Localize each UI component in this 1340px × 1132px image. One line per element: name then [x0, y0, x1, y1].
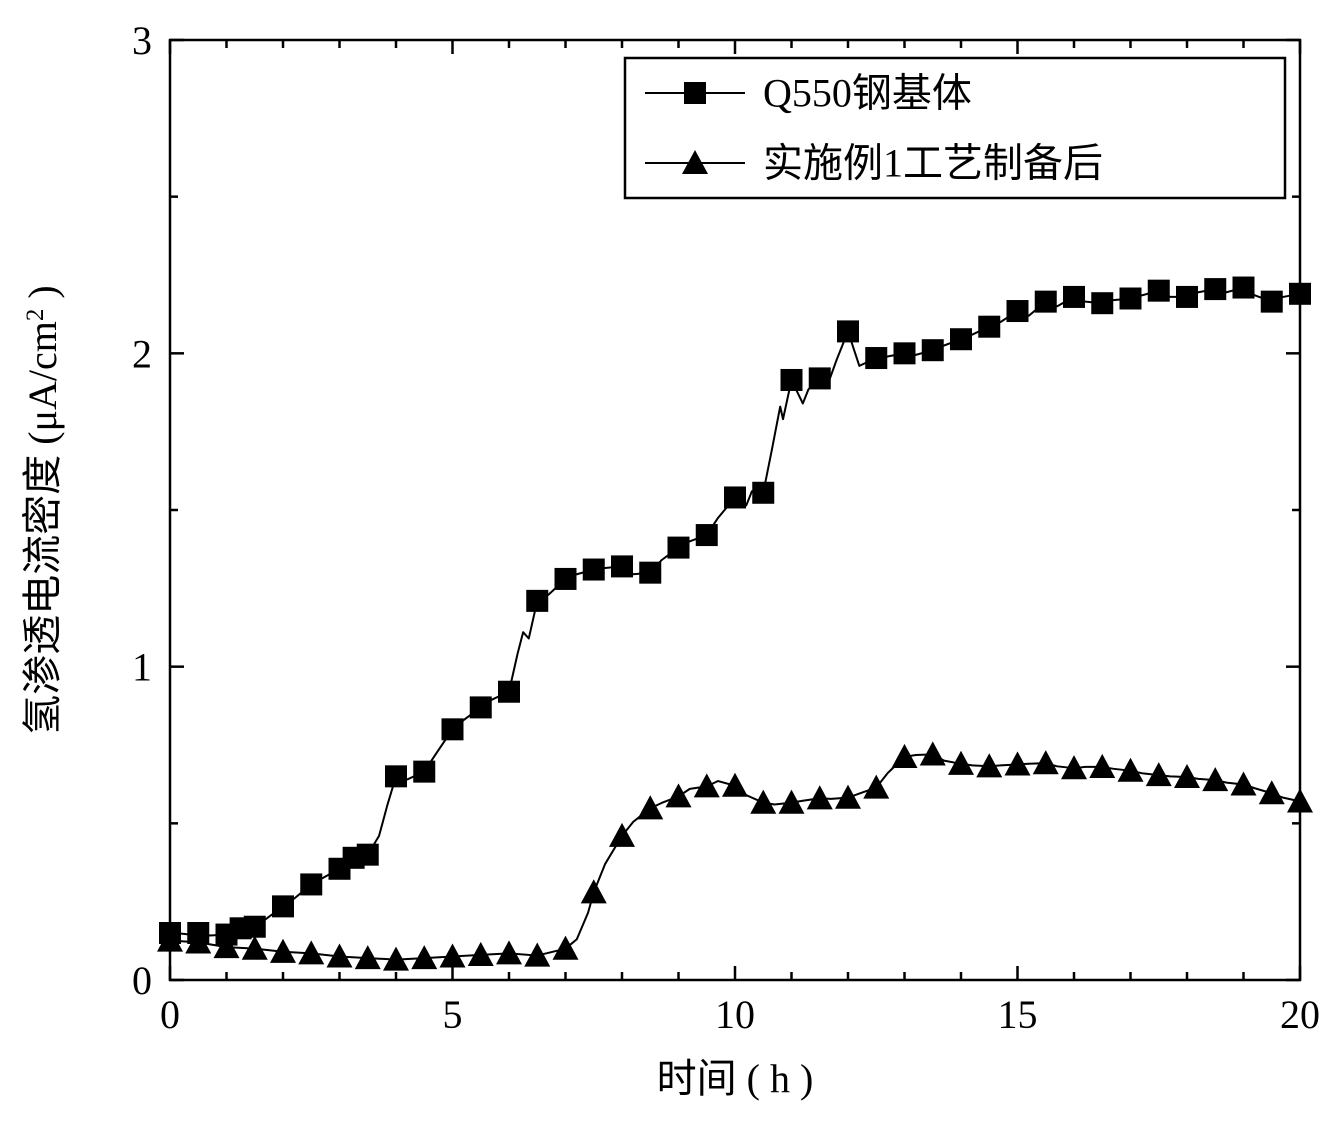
y-tick-label: 3 [132, 18, 152, 63]
marker-triangle [722, 773, 748, 797]
marker-triangle [496, 940, 522, 964]
legend-label: Q550钢基体 [763, 71, 972, 116]
marker-triangle [581, 879, 607, 903]
marker-square [1007, 300, 1029, 322]
marker-triangle [694, 773, 720, 797]
marker-square [1289, 283, 1311, 305]
marker-square [470, 696, 492, 718]
x-tick-label: 0 [160, 992, 180, 1037]
marker-triangle [1287, 788, 1313, 812]
marker-square [668, 537, 690, 559]
marker-square [385, 765, 407, 787]
marker-square [1148, 280, 1170, 302]
marker-triangle [1033, 750, 1059, 774]
marker-square [724, 486, 746, 508]
y-tick-label: 2 [132, 331, 152, 376]
marker-square [978, 316, 1000, 338]
marker-square [526, 590, 548, 612]
marker-square [950, 328, 972, 350]
marker-triangle [609, 823, 635, 847]
marker-square [922, 339, 944, 361]
marker-square [837, 320, 859, 342]
chart-container: 0 5 10 15 20 0 1 2 3 时间 ( h ) 氢渗透电流密度 (μA/cm2 ) Q55… [0, 0, 1340, 1132]
marker-square [272, 895, 294, 917]
series-line [170, 288, 1300, 936]
marker-square [865, 347, 887, 369]
x-tick-label: 5 [443, 992, 463, 1037]
marker-square [894, 342, 916, 364]
marker-square [1261, 291, 1283, 313]
marker-square [442, 718, 464, 740]
marker-square [498, 681, 520, 703]
y-tick-label: 0 [132, 958, 152, 1003]
marker-square [413, 761, 435, 783]
legend-label: 实施例1工艺制备后 [763, 141, 1103, 186]
marker-square [555, 568, 577, 590]
marker-square [1176, 286, 1198, 308]
marker-triangle [750, 790, 776, 814]
marker-triangle [863, 775, 889, 799]
marker-square [1204, 278, 1226, 300]
marker-triangle [553, 936, 579, 960]
chart-svg: 0 5 10 15 20 0 1 2 3 时间 ( h ) 氢渗透电流密度 (μA/cm2 ) Q55… [0, 0, 1340, 1132]
legend: Q550钢基体实施例1工艺制备后 [625, 58, 1285, 198]
series-1 [157, 741, 1313, 970]
marker-triangle [807, 785, 833, 809]
marker-square [684, 82, 706, 104]
series-0 [159, 277, 1311, 946]
x-axis-label: 时间 ( h ) [657, 1056, 814, 1101]
y-axis-label: 氢渗透电流密度 (μA/cm2 ) [20, 285, 65, 734]
marker-square [1035, 291, 1057, 313]
marker-triangle [920, 741, 946, 765]
marker-square [357, 844, 379, 866]
marker-square [1063, 286, 1085, 308]
marker-square [611, 555, 633, 577]
marker-square [639, 562, 661, 584]
y-tick-label: 1 [132, 645, 152, 690]
marker-triangle [835, 785, 861, 809]
marker-triangle [1259, 780, 1285, 804]
marker-square [1091, 292, 1113, 314]
marker-square [300, 873, 322, 895]
marker-square [244, 916, 266, 938]
marker-square [696, 524, 718, 546]
marker-triangle [637, 795, 663, 819]
marker-square [781, 369, 803, 391]
marker-square [1233, 277, 1255, 299]
marker-square [752, 482, 774, 504]
x-tick-label: 20 [1280, 992, 1320, 1037]
marker-triangle [666, 783, 692, 807]
x-tick-label: 15 [998, 992, 1038, 1037]
marker-square [1120, 288, 1142, 310]
x-tick-label: 10 [715, 992, 755, 1037]
marker-square [809, 367, 831, 389]
marker-square [583, 559, 605, 581]
